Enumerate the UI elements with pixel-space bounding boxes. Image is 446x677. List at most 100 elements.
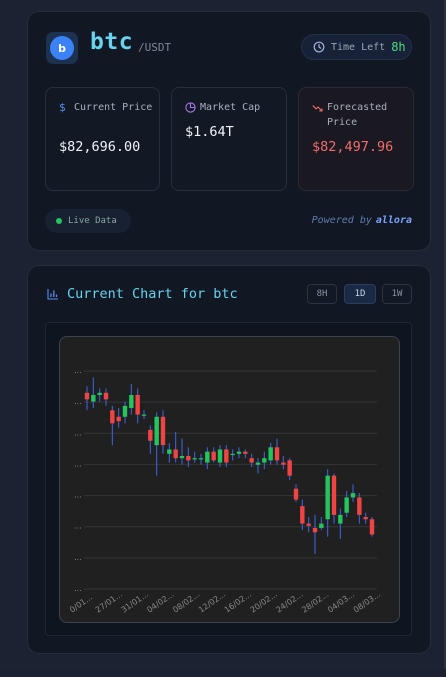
candle-body: [230, 453, 235, 456]
y-tick-label: ...: [74, 584, 82, 593]
timeframe-1d-button[interactable]: 1D: [344, 284, 376, 304]
coin-name: btc: [90, 29, 134, 55]
candle-body: [300, 506, 305, 524]
x-tick-label: 27/01...: [94, 590, 124, 615]
candle-body: [129, 394, 134, 409]
coin-logo-letter: b: [50, 36, 74, 60]
x-tick-label: 08/03...: [352, 590, 382, 615]
y-tick-label: ...: [74, 491, 82, 500]
candle-body: [141, 414, 147, 416]
time-left-label: Time Left: [331, 41, 386, 53]
y-tick-label: ...: [74, 522, 82, 531]
current-price-stat: $ Current Price $82,696.00: [45, 87, 160, 191]
candle-body: [312, 527, 318, 533]
candle-body: [350, 493, 356, 498]
x-tick-label: 24/02...: [274, 590, 304, 615]
chart-card: Current Chart for btc 8H 1D 1W .........…: [27, 265, 431, 654]
timeframe-1w-button[interactable]: 1W: [382, 284, 412, 304]
coin-pair: /USDT: [138, 41, 172, 54]
candle-body: [255, 462, 261, 465]
x-tick-label: 20/02...: [249, 590, 279, 615]
market-cap-stat: Market Cap $1.64T: [171, 87, 287, 191]
y-tick-label: ...: [74, 428, 82, 437]
market-cap-value: $1.64T: [185, 124, 234, 140]
candle-body: [338, 514, 343, 524]
candle-body: [116, 416, 121, 422]
chart-container: ........................ 0/01... 27/01... 3…: [45, 322, 412, 636]
coin-logo: b: [46, 32, 78, 64]
pie-chart-icon: [185, 100, 199, 118]
candle-body: [179, 456, 185, 459]
y-tick-label: ...: [74, 459, 82, 468]
candle-body: [211, 451, 216, 461]
y-tick-label: ...: [74, 397, 82, 406]
candle-body: [243, 451, 248, 454]
live-data-badge: Live Data: [45, 209, 131, 233]
time-left-value: 8h: [391, 40, 406, 54]
candle-body: [363, 517, 368, 520]
timeframe-8h-button[interactable]: 8H: [307, 284, 337, 304]
candle-body: [135, 394, 140, 415]
candle-body: [173, 449, 178, 459]
x-tick-label: 31/01...: [120, 590, 150, 615]
x-tick-label: 0/01...: [68, 593, 94, 615]
candle-body: [236, 451, 242, 454]
powered-by: Powered by allora: [312, 215, 412, 226]
candle-body: [192, 458, 197, 460]
candle-body: [91, 394, 96, 402]
candle-body: [198, 458, 204, 460]
candle-body: [369, 519, 375, 535]
candle-body: [160, 416, 166, 446]
candle-body: [148, 429, 153, 441]
trending-down-icon: [312, 100, 326, 130]
candle-body: [357, 497, 362, 515]
candle-body: [110, 410, 115, 424]
price-card: b btc /USDT Time Left 8h $ Current Price…: [27, 11, 431, 251]
y-tick-label: ...: [74, 366, 82, 375]
candle-body: [281, 462, 286, 465]
forecasted-price-stat: Forecasted Price $82,497.96: [298, 87, 414, 191]
candle-body: [224, 449, 229, 463]
x-tick-label: 08/02...: [171, 590, 201, 615]
bar-chart-icon: [47, 289, 58, 300]
candle-body: [331, 475, 337, 515]
current-price-label: Current Price: [74, 102, 153, 113]
candle-body: [84, 392, 90, 400]
powered-by-label: Powered by: [311, 215, 372, 226]
live-data-label: Live Data: [68, 216, 117, 226]
time-left-badge: Time Left 8h: [301, 34, 412, 60]
market-cap-label: Market Cap: [200, 102, 261, 113]
x-tick-label: 12/02...: [197, 590, 227, 615]
candle-body: [186, 456, 191, 461]
live-dot-icon: [56, 218, 62, 224]
candle-body: [205, 451, 210, 463]
allora-brand-link[interactable]: allora: [375, 215, 412, 226]
clock-icon: [313, 41, 325, 53]
candle-body: [154, 416, 159, 446]
chart-title: Current Chart for btc: [47, 286, 238, 302]
x-tick-label: 28/02...: [300, 590, 330, 615]
candle-body: [103, 392, 109, 400]
candle-body: [262, 458, 267, 463]
candlestick-chart[interactable]: ........................ 0/01... 27/01... 3…: [59, 336, 400, 623]
candle-body: [306, 523, 311, 526]
candle-body: [287, 460, 292, 476]
candle-body: [122, 405, 128, 417]
forecasted-price-label: Forecasted Price: [327, 102, 388, 128]
candle-body: [167, 449, 172, 454]
x-tick-label: 04/03...: [326, 590, 356, 615]
candle-body: [217, 449, 223, 463]
chart-svg: ........................0/01... 27/01...3…: [68, 366, 382, 615]
candle-body: [325, 475, 330, 520]
forecasted-price-value: $82,497.96: [312, 139, 394, 155]
candle-body: [274, 447, 280, 461]
candle-body: [268, 447, 273, 461]
candle-body: [293, 488, 299, 500]
x-tick-label: 04/02...: [145, 590, 175, 615]
dollar-icon: $: [59, 101, 66, 114]
x-tick-label: 16/02...: [223, 590, 253, 615]
candle-body: [319, 523, 324, 528]
current-price-value: $82,696.00: [59, 139, 141, 155]
candle-body: [344, 497, 349, 513]
